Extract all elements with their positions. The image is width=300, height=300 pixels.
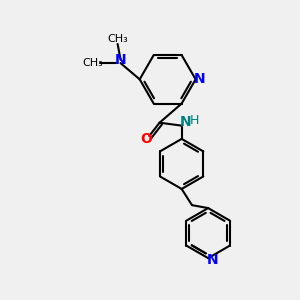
- Text: N: N: [207, 253, 218, 267]
- Text: O: O: [140, 133, 152, 146]
- Text: N: N: [115, 52, 126, 67]
- Text: N: N: [179, 115, 191, 129]
- Text: CH₃: CH₃: [107, 34, 128, 44]
- Text: N: N: [194, 72, 205, 86]
- Text: H: H: [190, 114, 200, 127]
- Text: CH₃: CH₃: [82, 58, 103, 68]
